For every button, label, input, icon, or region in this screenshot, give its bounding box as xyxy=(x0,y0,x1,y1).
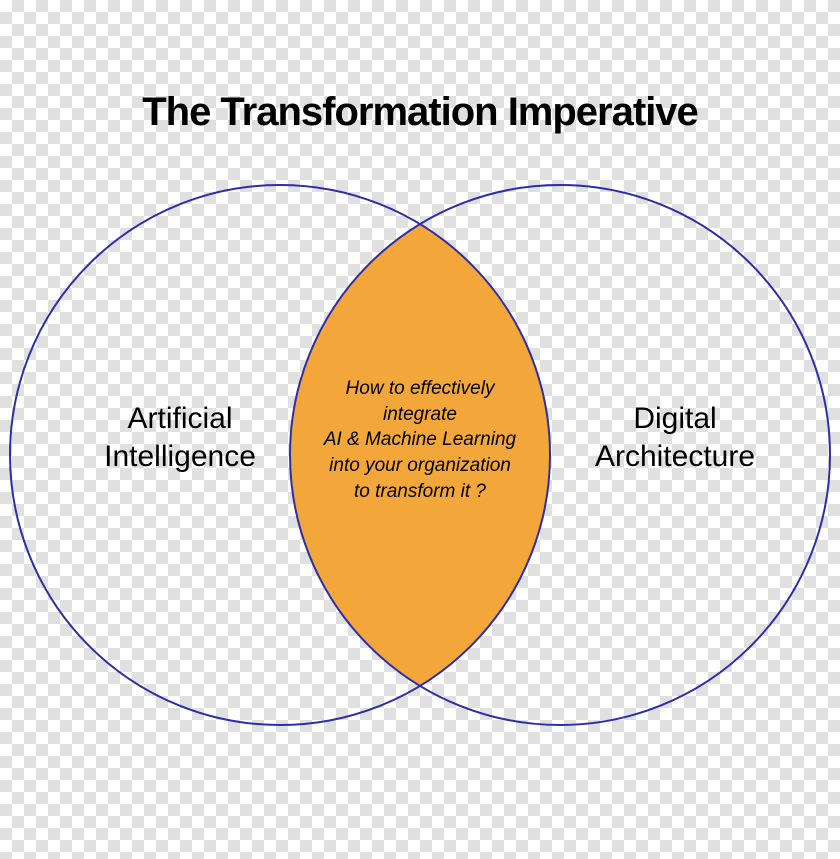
center-label-line3: AI & Machine Learning xyxy=(324,429,516,450)
diagram-title: The Transformation Imperative xyxy=(0,90,840,135)
right-label-line2: Architecture xyxy=(595,440,755,473)
center-label-line2: integrate xyxy=(383,404,457,425)
left-label-line1: Artificial xyxy=(127,402,232,435)
center-label-line4: into your organization xyxy=(329,455,511,476)
right-label-line1: Digital xyxy=(633,402,716,435)
left-circle-label: Artificial Intelligence xyxy=(70,400,290,475)
left-label-line2: Intelligence xyxy=(104,440,256,473)
right-circle-label: Digital Architecture xyxy=(560,400,790,475)
center-label-line5: to transform it ? xyxy=(354,481,486,502)
intersection-label: How to effectively integrate AI & Machin… xyxy=(300,376,540,504)
center-label-line1: How to effectively xyxy=(346,378,495,399)
